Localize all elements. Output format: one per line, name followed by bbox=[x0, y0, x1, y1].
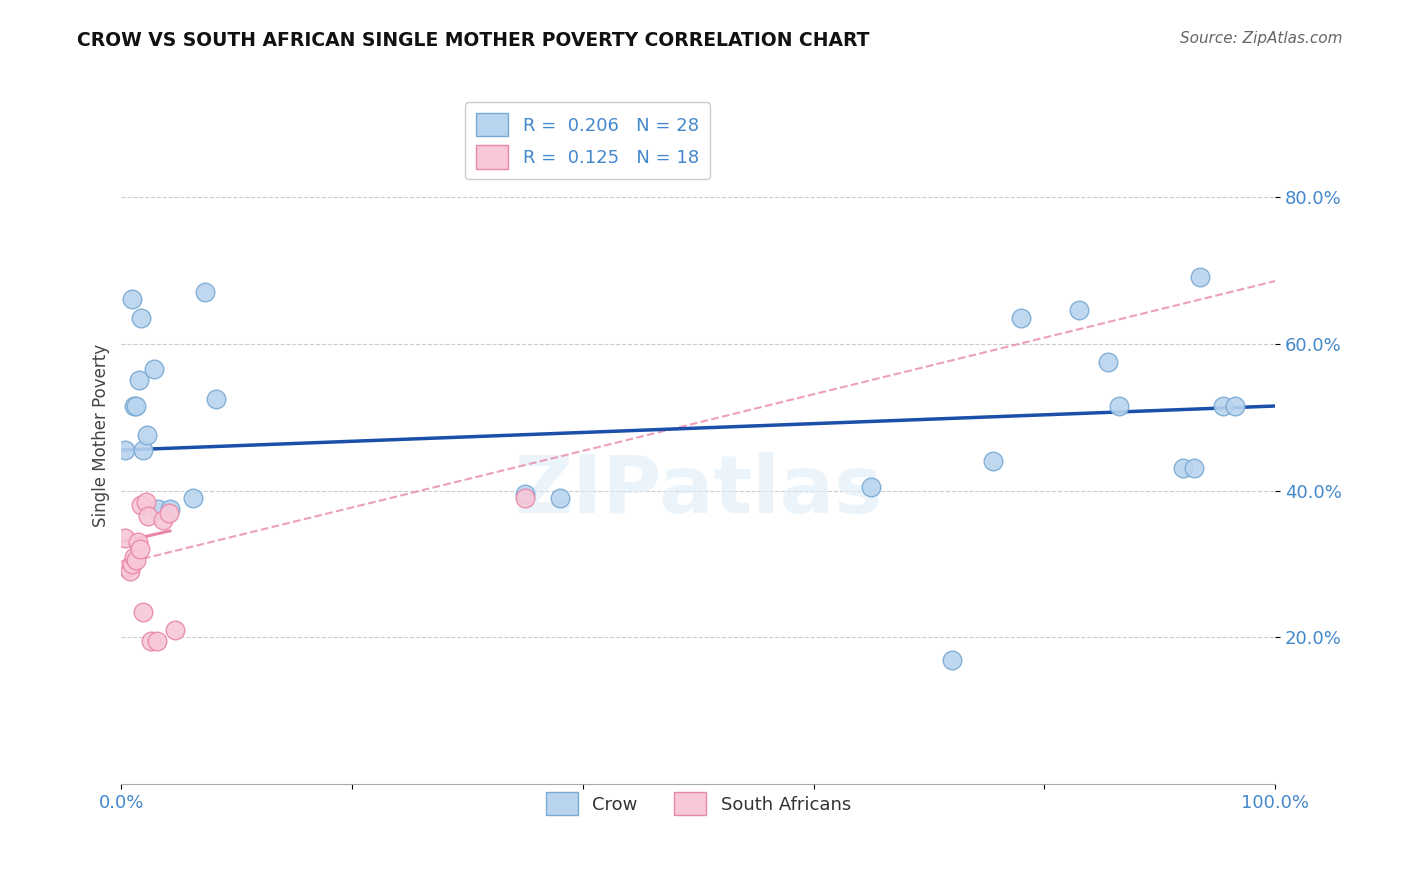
Point bbox=[148, 501, 170, 516]
Point bbox=[141, 634, 163, 648]
Point bbox=[981, 454, 1004, 468]
Point bbox=[1108, 399, 1130, 413]
Point bbox=[125, 399, 148, 413]
Text: Source: ZipAtlas.com: Source: ZipAtlas.com bbox=[1180, 31, 1343, 46]
Point bbox=[146, 634, 169, 648]
Point bbox=[121, 557, 143, 571]
Point bbox=[115, 560, 138, 574]
Point bbox=[114, 531, 136, 545]
Point bbox=[1223, 399, 1246, 413]
Point bbox=[1097, 355, 1119, 369]
Point bbox=[132, 605, 155, 619]
Point bbox=[1171, 461, 1194, 475]
Point bbox=[515, 487, 537, 501]
Point bbox=[1067, 303, 1090, 318]
Point bbox=[860, 480, 883, 494]
Point bbox=[118, 565, 141, 579]
Point bbox=[157, 506, 180, 520]
Point bbox=[136, 509, 159, 524]
Text: CROW VS SOUTH AFRICAN SINGLE MOTHER POVERTY CORRELATION CHART: CROW VS SOUTH AFRICAN SINGLE MOTHER POVE… bbox=[77, 31, 870, 50]
Point bbox=[128, 373, 150, 387]
Point bbox=[129, 498, 152, 512]
Point bbox=[127, 535, 149, 549]
Point bbox=[129, 542, 152, 557]
Point bbox=[121, 293, 143, 307]
Point bbox=[548, 491, 571, 505]
Y-axis label: Single Mother Poverty: Single Mother Poverty bbox=[93, 343, 110, 527]
Point bbox=[122, 549, 145, 564]
Point bbox=[205, 392, 228, 406]
Point bbox=[129, 310, 152, 325]
Point bbox=[142, 362, 165, 376]
Point bbox=[122, 399, 145, 413]
Point bbox=[159, 501, 181, 516]
Legend: Crow, South Africans: Crow, South Africans bbox=[537, 783, 860, 824]
Point bbox=[193, 285, 215, 299]
Point bbox=[1189, 270, 1212, 285]
Point bbox=[181, 491, 204, 505]
Point bbox=[135, 494, 157, 508]
Point bbox=[1010, 310, 1032, 325]
Text: ZIPatlas: ZIPatlas bbox=[515, 452, 883, 530]
Point bbox=[1212, 399, 1234, 413]
Point bbox=[1184, 461, 1206, 475]
Point bbox=[125, 553, 148, 567]
Point bbox=[132, 443, 155, 458]
Point bbox=[163, 623, 186, 637]
Point bbox=[135, 428, 157, 442]
Point bbox=[515, 491, 537, 505]
Point bbox=[941, 652, 963, 666]
Point bbox=[152, 513, 174, 527]
Point bbox=[114, 443, 136, 458]
